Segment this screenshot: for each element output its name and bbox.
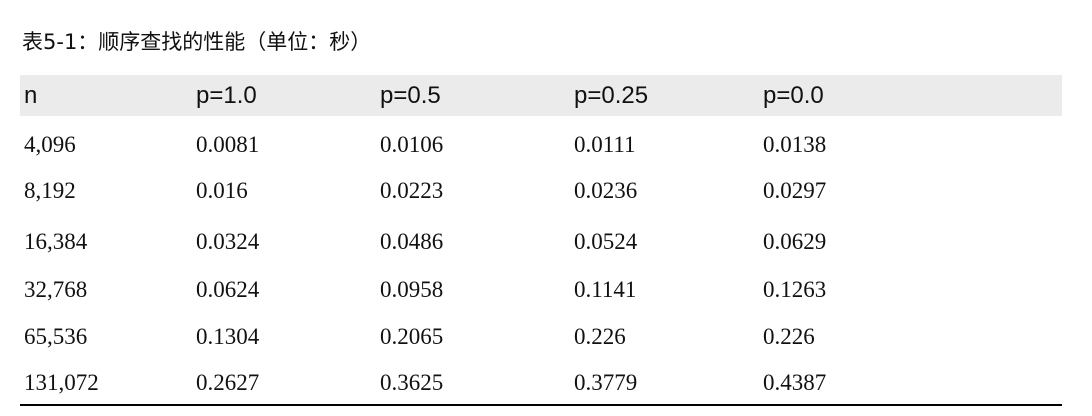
table-cell: 0.1304 xyxy=(196,324,260,349)
table-cell: 0.0111 xyxy=(574,132,636,157)
table-cell: 4,096 xyxy=(24,132,76,157)
table-cell: 8,192 xyxy=(24,178,76,203)
table-cell: 0.0138 xyxy=(763,132,827,157)
table-cell: 0.0624 xyxy=(196,277,260,302)
table-cell: 32,768 xyxy=(24,277,88,302)
table-cell: 0.4387 xyxy=(763,370,827,395)
bottom-rule xyxy=(20,404,1062,406)
column-header: p=0.0 xyxy=(763,82,824,109)
table-cell: 0.016 xyxy=(196,178,248,203)
table-cell: 0.3625 xyxy=(380,370,444,395)
table-cell: 0.1141 xyxy=(574,277,637,302)
column-header: p=0.25 xyxy=(574,82,649,109)
table-cell: 0.226 xyxy=(763,324,815,349)
table-cell: 0.0236 xyxy=(574,178,638,203)
table-cell: 0.3779 xyxy=(574,370,638,395)
header-band xyxy=(20,75,1062,116)
table-cell: 131,072 xyxy=(24,370,99,395)
table-cell: 0.0486 xyxy=(380,229,444,254)
table-cell: 0.2627 xyxy=(196,370,260,395)
table-cell: 0.0324 xyxy=(196,229,260,254)
table-caption: 表5-1：顺序查找的性能（单位：秒） xyxy=(22,30,372,54)
column-header: n xyxy=(24,82,38,109)
table-cell: 0.0524 xyxy=(574,229,638,254)
table-cell: 16,384 xyxy=(24,229,88,254)
table-cell: 0.226 xyxy=(574,324,626,349)
table-cell: 0.0629 xyxy=(763,229,827,254)
table-cell: 0.2065 xyxy=(380,324,444,349)
table-cell: 0.0223 xyxy=(380,178,444,203)
table-cell: 65,536 xyxy=(24,324,88,349)
table-cell: 0.0297 xyxy=(763,178,827,203)
table-cell: 0.0081 xyxy=(196,132,260,157)
column-header: p=0.5 xyxy=(380,82,441,109)
column-header: p=1.0 xyxy=(196,82,257,109)
table-cell: 0.0106 xyxy=(380,132,444,157)
table-cell: 0.0958 xyxy=(380,277,444,302)
table-cell: 0.1263 xyxy=(763,277,827,302)
